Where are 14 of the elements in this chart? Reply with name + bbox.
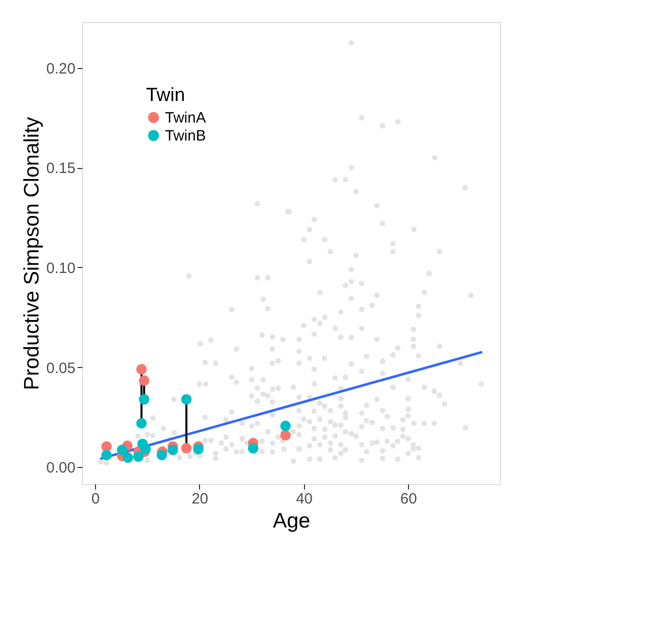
x-tick-label: 40: [296, 490, 313, 508]
y-axis-title: Productive Simpson Clonality: [20, 116, 44, 390]
y-tick-label: 0.15: [46, 160, 76, 178]
x-tick-label: 20: [192, 490, 208, 508]
legend-title: Twin: [146, 85, 186, 106]
y-tick-label: 0.05: [46, 360, 76, 377]
y-tick-label: 0.20: [46, 60, 76, 78]
y-tick-label: 0.10: [46, 260, 76, 277]
x-tick-label: 60: [400, 490, 417, 508]
legend-label: TwinA: [165, 110, 206, 126]
x-tick-label: 0: [91, 490, 100, 508]
x-axis-title: Age: [272, 510, 310, 532]
y-tick-label: 0.00: [46, 460, 76, 477]
legend-label: TwinB: [165, 128, 206, 144]
